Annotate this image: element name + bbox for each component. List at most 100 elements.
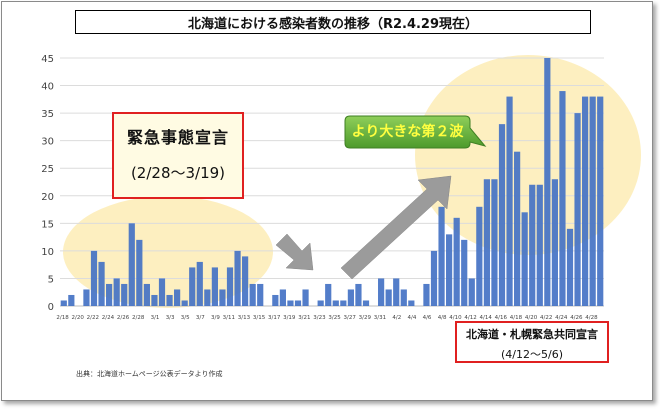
bar-3/5 <box>181 300 188 306</box>
bar-3/3 <box>166 294 173 306</box>
bar-4/8 <box>438 206 445 306</box>
y-tick-label: 45 <box>41 54 54 65</box>
emergency-declaration-period: (2/28～3/19) <box>130 164 226 182</box>
bar-2/28 <box>136 239 143 306</box>
bar-3/1 <box>151 294 158 306</box>
joint-declaration-period: (4/12～5/6) <box>501 348 563 361</box>
second-wave-callout: より大きな第２波 <box>344 115 487 149</box>
bar-3/2 <box>158 278 166 306</box>
bar-4/6 <box>423 283 430 306</box>
bar-4/29 <box>597 96 604 306</box>
bar-4/4 <box>408 300 415 306</box>
bar-4/11 <box>461 239 468 306</box>
bar-3/14 <box>249 283 256 306</box>
x-tick-label: 3/21 <box>298 315 310 321</box>
x-tick-label: 2/28 <box>132 315 145 321</box>
bar-4/9 <box>446 234 453 306</box>
x-tick-label: 3/9 <box>211 315 220 321</box>
x-tick-label: 4/28 <box>585 315 598 321</box>
bar-3/27 <box>347 289 354 306</box>
bar-2/29 <box>143 283 150 306</box>
bar-3/19 <box>287 300 294 306</box>
y-tick-label: 10 <box>41 247 54 258</box>
bar-4/15 <box>491 179 498 306</box>
x-tick-label: 3/7 <box>196 315 205 321</box>
bar-3/21 <box>302 289 309 306</box>
bar-4/24 <box>559 91 566 306</box>
x-tick-label: 3/31 <box>374 315 386 321</box>
emergency-declaration-box: 緊急事態宣言 (2/28～3/19) <box>112 112 244 199</box>
bar-2/26 <box>121 283 128 306</box>
bar-4/12 <box>468 278 475 306</box>
x-tick-label: 2/26 <box>117 315 130 321</box>
x-tick-label: 4/20 <box>525 315 538 321</box>
bar-4/21 <box>536 184 543 306</box>
x-tick-label: 4/22 <box>540 315 552 321</box>
y-tick-label: 15 <box>41 219 54 230</box>
bar-3/11 <box>226 267 234 306</box>
x-tick-label: 3/5 <box>181 315 190 321</box>
x-tick-label: 4/2 <box>392 315 401 321</box>
bar-3/25 <box>332 300 339 306</box>
x-tick-label: 2/18 <box>56 315 69 321</box>
bar-3/9 <box>211 267 218 306</box>
down-arrow-icon <box>275 233 314 271</box>
bar-3/18 <box>279 289 286 306</box>
bar-4/20 <box>529 184 536 306</box>
bar-4/22 <box>544 58 551 306</box>
bar-3/28 <box>355 283 362 306</box>
x-tick-label: 4/18 <box>510 315 523 321</box>
bar-2/22 <box>90 250 98 306</box>
x-tick-label: 2/22 <box>87 315 99 321</box>
x-tick-label: 4/24 <box>555 315 568 321</box>
x-tick-label: 3/23 <box>313 315 326 321</box>
bar-3/20 <box>294 300 302 306</box>
bar-4/10 <box>453 217 460 306</box>
y-tick-label: 25 <box>41 164 54 175</box>
bar-3/7 <box>196 261 203 306</box>
bar-2/24 <box>106 283 113 306</box>
bar-4/18 <box>514 151 521 306</box>
joint-declaration-box: 北海道・札幌緊急共同宣言 (4/12～5/6) <box>455 321 609 363</box>
bar-4/25 <box>566 228 574 306</box>
y-tick-label: 5 <box>48 274 54 285</box>
bar-3/26 <box>340 300 347 306</box>
up-arrow-icon <box>340 175 452 280</box>
x-tick-label: 3/19 <box>283 315 296 321</box>
x-tick-label: 3/1 <box>151 315 160 321</box>
bar-3/17 <box>272 294 279 306</box>
bar-4/3 <box>400 289 407 306</box>
y-tick-label: 20 <box>41 192 54 203</box>
bar-3/4 <box>174 289 181 306</box>
bar-3/12 <box>234 250 241 306</box>
x-tick-label: 2/20 <box>72 315 85 321</box>
bar-3/23 <box>317 300 324 306</box>
x-tick-label: 3/13 <box>238 315 251 321</box>
x-tick-label: 3/3 <box>166 315 175 321</box>
x-tick-label: 3/27 <box>344 315 357 321</box>
x-tick-label: 4/26 <box>570 315 583 321</box>
bar-4/28 <box>589 96 596 306</box>
bar-4/19 <box>521 212 528 306</box>
bar-4/2 <box>393 278 400 306</box>
bar-4/14 <box>483 179 490 306</box>
x-tick-label: 4/14 <box>480 315 493 321</box>
x-tick-label: 4/16 <box>495 315 508 321</box>
x-tick-label: 3/25 <box>328 315 341 321</box>
x-tick-label: 3/11 <box>223 315 235 321</box>
second-wave-label: より大きな第２波 <box>351 124 464 140</box>
bar-4/23 <box>551 179 558 306</box>
bar-2/27 <box>128 223 135 306</box>
x-tick-label: 3/17 <box>268 315 281 321</box>
y-tick-label: 0 <box>48 302 54 313</box>
bar-3/24 <box>325 283 332 306</box>
x-tick-label: 4/4 <box>407 315 416 321</box>
bar-3/31 <box>378 278 385 306</box>
bar-2/21 <box>83 289 90 306</box>
x-tick-label: 3/29 <box>359 315 372 321</box>
bar-4/27 <box>582 96 589 306</box>
y-tick-label: 35 <box>41 109 54 120</box>
bar-2/23 <box>98 261 105 306</box>
emergency-declaration-title: 緊急事態宣言 <box>126 128 229 147</box>
